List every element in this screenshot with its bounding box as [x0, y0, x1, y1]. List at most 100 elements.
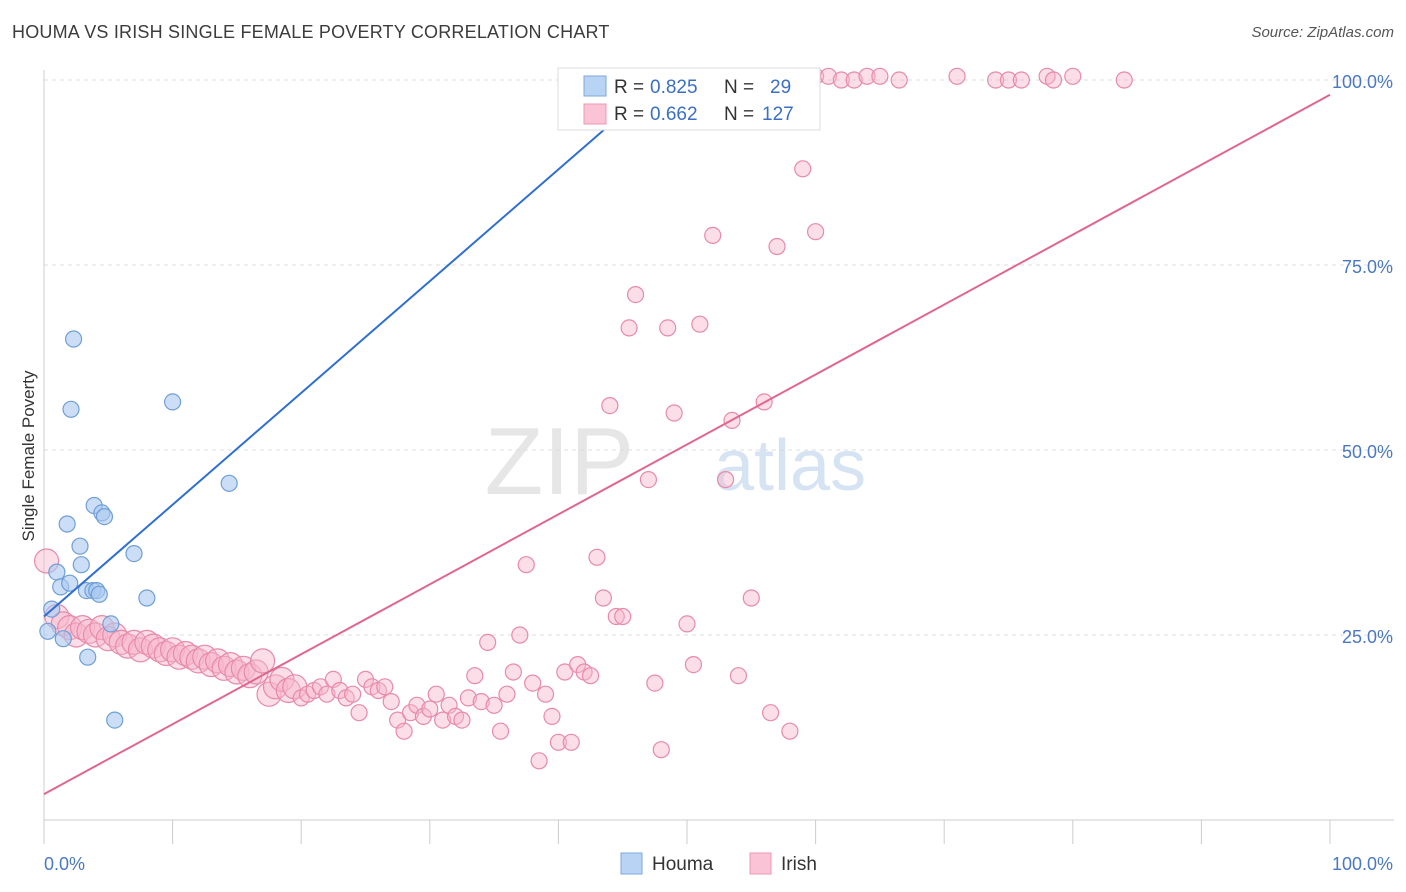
irish-point	[999, 71, 1018, 89]
irish-point	[498, 685, 516, 703]
irish-point	[652, 741, 670, 759]
irish-point	[179, 644, 205, 670]
irish-point	[108, 629, 134, 656]
legend-n-value-houma: 29	[770, 77, 791, 98]
irish-point	[594, 589, 613, 607]
bottom-legend-swatch-houma[interactable]	[620, 852, 643, 875]
houma-point	[48, 563, 66, 581]
y-tick-label: 75.0%	[1342, 257, 1393, 277]
houma-point	[72, 556, 90, 574]
irish-point	[166, 644, 192, 670]
bottom-legend-label-houma[interactable]: Houma	[652, 854, 714, 875]
irish-point	[659, 319, 677, 337]
irish-point	[1044, 71, 1063, 89]
irish-point	[614, 607, 632, 626]
irish-point	[485, 696, 503, 714]
y-tick-label: 25.0%	[1342, 627, 1393, 647]
grid-layer: 25.0% 50.0% 75.0% 100.0%	[44, 72, 1394, 647]
irish-point	[716, 471, 735, 489]
irish-point	[318, 685, 336, 703]
houma-point	[164, 393, 182, 411]
bottom-legend: Houma Irish	[620, 852, 817, 875]
houma-point	[95, 507, 114, 526]
irish-point	[530, 752, 548, 770]
irish-point	[794, 160, 812, 178]
legend-n-label-irish: N =	[724, 104, 754, 125]
irish-point	[620, 319, 638, 337]
legend-swatch-irish	[583, 103, 607, 125]
irish-point	[350, 704, 368, 722]
houma-point	[62, 400, 80, 418]
irish-point	[140, 633, 166, 659]
houma-point	[106, 711, 124, 729]
irish-point	[421, 700, 439, 718]
legend-r-label-irish: R =	[614, 104, 644, 125]
houma-point	[220, 474, 238, 492]
x-tick-label: 0.0%	[44, 854, 85, 874]
irish-point	[1064, 67, 1082, 85]
irish-point	[581, 667, 600, 685]
irish-points	[33, 67, 1133, 770]
irish-point	[806, 223, 825, 241]
watermark-zip: ZIP	[485, 408, 634, 515]
irish-point	[704, 226, 722, 244]
irish-point	[69, 614, 96, 641]
irish-point	[607, 607, 625, 626]
houma-point	[138, 589, 156, 607]
houma-point	[54, 630, 72, 648]
houma-point	[79, 648, 97, 666]
irish-point	[768, 237, 786, 256]
irish-point	[536, 685, 555, 703]
irish-point	[543, 707, 561, 726]
legend-r-value-irish: 0.662	[650, 104, 698, 125]
irish-point	[172, 640, 199, 667]
houma-point	[64, 330, 83, 348]
chart-source: Source: ZipAtlas.com	[1251, 24, 1394, 41]
houma-point	[39, 622, 57, 640]
trend-layer	[43, 79, 1331, 795]
irish-point	[491, 722, 510, 740]
y-tick-label: 100.0%	[1332, 72, 1393, 92]
legend-n-value-irish: 127	[762, 104, 794, 125]
irish-point	[395, 722, 413, 740]
irish-point	[646, 674, 664, 692]
houma-point	[90, 585, 108, 603]
irish-point	[524, 674, 542, 692]
bottom-legend-label-irish[interactable]: Irish	[781, 854, 817, 875]
houma-trendline	[43, 79, 662, 618]
axes-layer: 0.0% 100.0%	[43, 70, 1394, 874]
irish-point	[665, 404, 683, 422]
irish-point	[472, 692, 490, 711]
irish-point	[504, 663, 522, 681]
watermark-atlas: atlas	[714, 426, 866, 506]
houma-point	[102, 615, 120, 633]
irish-point	[781, 722, 799, 740]
irish-point	[678, 615, 696, 633]
irish-point	[1012, 71, 1030, 89]
irish-point	[845, 71, 863, 89]
legend-box: R = 0.825 N = 29 R = 0.662 N = 127	[557, 67, 821, 131]
irish-point	[858, 67, 876, 85]
irish-point	[250, 648, 276, 674]
legend-r-value-houma: 0.825	[650, 77, 698, 98]
irish-point	[761, 704, 780, 722]
irish-point	[556, 663, 574, 681]
irish-point	[601, 397, 619, 415]
irish-point	[588, 548, 606, 566]
irish-point	[832, 71, 850, 89]
irish-point	[466, 667, 484, 685]
irish-point	[376, 678, 394, 696]
irish-point	[987, 71, 1005, 89]
irish-point	[147, 637, 173, 663]
irish-point	[639, 471, 658, 489]
y-axis-label: Single Female Poverty	[19, 370, 38, 542]
irish-point	[382, 692, 400, 711]
chart-title: HOUMA VS IRISH SINGLE FEMALE POVERTY COR…	[12, 22, 610, 42]
irish-trendline	[43, 93, 1331, 795]
irish-point	[479, 633, 497, 652]
legend-n-label-houma: N =	[724, 77, 754, 98]
bottom-legend-swatch-irish[interactable]	[749, 852, 772, 875]
irish-point	[691, 315, 709, 333]
